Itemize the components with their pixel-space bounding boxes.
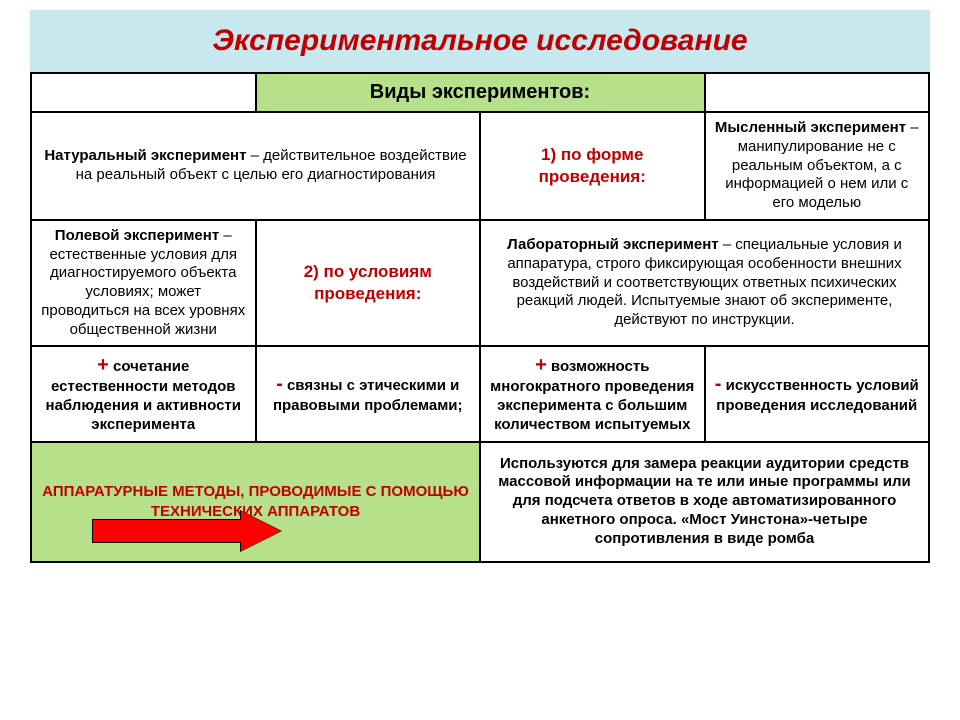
conditions-label-cell: 2) по условиям проведения: — [256, 220, 481, 347]
natural-exp-term: Натуральный эксперимент — [44, 147, 246, 164]
row-conditions: Полевой эксперимент – естественные услов… — [31, 220, 929, 347]
proscons-c4: - искусственность условий проведения исс… — [705, 346, 930, 441]
subtitle-text: Виды экспериментов: — [370, 81, 590, 103]
field-exp-term: Полевой эксперимент — [55, 227, 219, 244]
mental-exp-term: Мысленный эксперимент — [715, 119, 906, 136]
proscons-c3: + возможность многократного проведения э… — [480, 346, 705, 441]
proscons-c2: - связны с этическими и правовыми пробле… — [256, 346, 481, 441]
arrow-icon — [92, 511, 282, 551]
lab-exp-term: Лабораторный эксперимент — [507, 236, 718, 253]
natural-exp-cell: Натуральный эксперимент – действительное… — [31, 112, 480, 220]
row-form: Натуральный эксперимент – действительное… — [31, 112, 929, 220]
conditions-label: 2) по условиям проведения: — [304, 262, 432, 303]
lab-exp-cell: Лабораторный эксперимент – специальные у… — [480, 220, 929, 347]
row-methods: АППАРАТУРНЫЕ МЕТОДЫ, ПРОВОДИМЫЕ С ПОМОЩЬ… — [31, 442, 929, 562]
form-label: 1) по форме проведения: — [539, 145, 646, 186]
proscons-c1: + сочетание естественности методов наблю… — [31, 346, 256, 441]
methods-header-cell: АППАРАТУРНЫЕ МЕТОДЫ, ПРОВОДИМЫЕ С ПОМОЩЬ… — [31, 442, 480, 562]
plus-icon-2: + — [535, 354, 547, 376]
form-label-cell: 1) по форме проведения: — [480, 112, 705, 220]
methods-desc-text: Используются для замера реакции аудитори… — [498, 455, 911, 547]
methods-desc-cell: Используются для замера реакции аудитори… — [480, 442, 929, 562]
row-proscons: + сочетание естественности методов наблю… — [31, 346, 929, 441]
proscons-c2-text: связны с этическими и правовыми проблема… — [273, 377, 463, 414]
proscons-c4-text: искусственность условий проведения иссле… — [716, 377, 918, 414]
mental-exp-cell: Мысленный эксперимент – манипулирование … — [705, 112, 930, 220]
title-band: Экспериментальное исследование — [30, 10, 930, 72]
field-exp-cell: Полевой эксперимент – естественные услов… — [31, 220, 256, 347]
slide-root: Экспериментальное исследование Виды эксп… — [0, 0, 960, 720]
minus-icon-1: - — [276, 373, 283, 395]
subtitle-spacer-left — [31, 73, 256, 112]
subtitle-spacer-right — [705, 73, 930, 112]
experiments-table: Виды экспериментов: Натуральный эксперим… — [30, 72, 930, 563]
subtitle-row: Виды экспериментов: — [31, 73, 929, 112]
subtitle-cell: Виды экспериментов: — [256, 73, 705, 112]
plus-icon-1: + — [97, 354, 109, 376]
proscons-c3-text: возможность многократного проведения экс… — [490, 358, 694, 433]
slide-title: Экспериментальное исследование — [40, 24, 920, 58]
proscons-c1-text: сочетание естественности методов наблюде… — [46, 358, 241, 433]
